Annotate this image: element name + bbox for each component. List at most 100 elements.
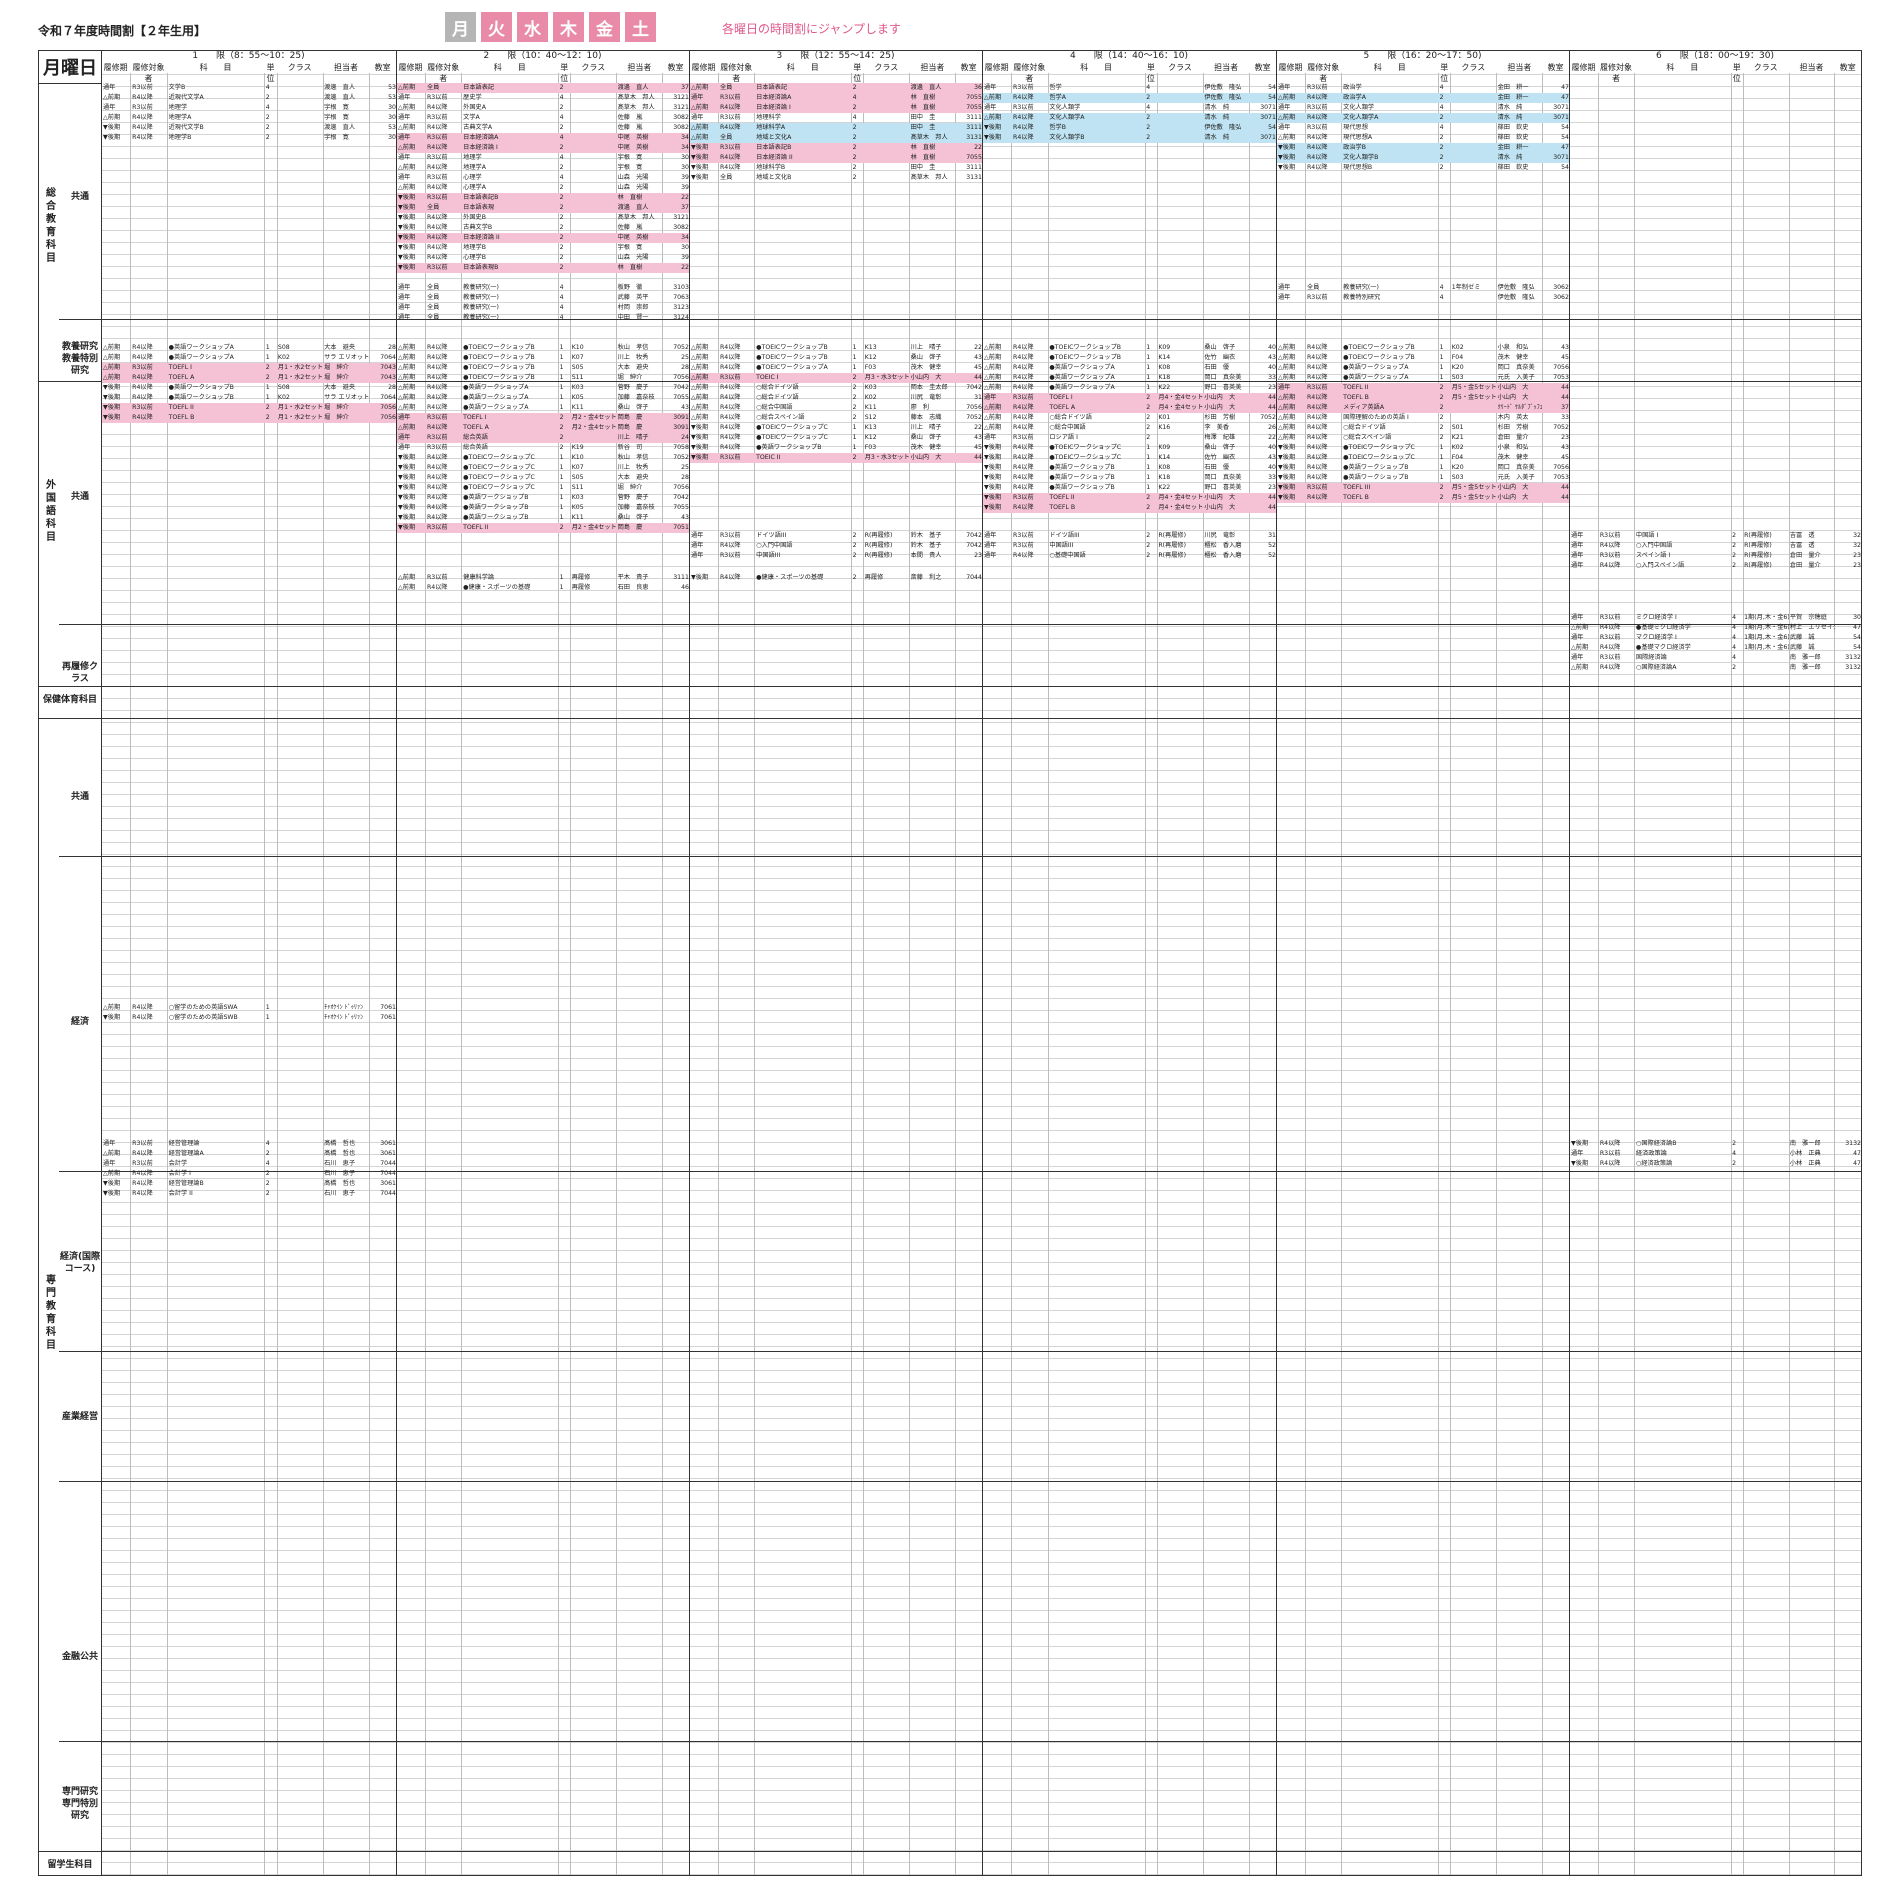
instructor-cell: 元氏 入美子: [1497, 374, 1535, 381]
class-cell: K18: [1158, 374, 1171, 381]
instructor-cell: 金田 耕一: [1497, 144, 1529, 151]
instructor-cell: 藤本 志織: [910, 414, 942, 421]
column-header: 教室: [369, 62, 396, 73]
target-cell: R4以降: [426, 384, 448, 391]
course-row: ▼後期 R3以前 TOEFL II 2 月2・金4セット 岡島 慶 7051: [397, 523, 689, 533]
course-row: 通年 R3以前 日本経済論A 4 林 直樹 7055: [690, 93, 982, 103]
day-button-wed[interactable]: 水: [517, 12, 548, 42]
column-header: 教室: [955, 62, 982, 73]
course-row: ▼後期 R4以降 ●TOEICワークショップC 1 S11 堀 紳介 7056: [397, 483, 689, 493]
credits-cell: 4: [1439, 294, 1444, 301]
target-cell: R4以降: [1013, 94, 1034, 101]
subject-cell: 地球科学B: [756, 164, 786, 171]
sub-specialized-research: 専門研究 専門特別研究: [61, 1787, 98, 1821]
room-cell: 54: [1561, 124, 1569, 131]
room-cell: 31: [1268, 532, 1276, 539]
subject-cell: 総合英語: [463, 434, 488, 441]
subject-cell: ●TOEICワークショップA: [756, 364, 828, 371]
course-row: △前期 R4以降 経営管理論A 2 髙橋 哲也 3061: [102, 1149, 396, 1159]
subject-cell: ●英語ワークショップB: [463, 514, 529, 521]
instructor-cell: 山森 光陽: [617, 174, 649, 181]
room-cell: 23: [1268, 384, 1276, 391]
room-cell: 7052: [966, 414, 982, 421]
class-cell: [1451, 143, 1497, 153]
term-cell: ▼後期: [691, 434, 709, 441]
subject-cell: ●TOEICワークショップC: [1049, 454, 1122, 461]
credits-cell: 4: [852, 114, 857, 121]
room-cell: 47: [1853, 624, 1861, 631]
class-cell: [571, 433, 617, 443]
instructor-cell: 髙草木 邦人: [617, 214, 655, 221]
subject-cell: ●英語ワークショップA: [1049, 384, 1115, 391]
course-row: 通年 全員 教養研究(一) 4 村岡 崇郎 3123: [397, 303, 689, 313]
subject-cell: ●英語ワークショップB: [1343, 474, 1409, 481]
period-3-header: 3 限（12：55～14：25): [776, 51, 895, 61]
column-header: 単位: [558, 62, 571, 83]
target-cell: R3以前: [1599, 614, 1621, 621]
class-cell: [571, 143, 617, 153]
class-cell: [1157, 433, 1203, 443]
room-cell: 28: [388, 384, 396, 391]
room-cell: 40: [1268, 464, 1276, 471]
term-cell: ▼後期: [398, 514, 416, 521]
subject-cell: 教養研究(一): [463, 284, 499, 291]
course-row: 通年 R3以前 ロシア語 I 2 梅澤 紀雄 22: [983, 433, 1276, 443]
credits-cell: 2: [559, 184, 564, 191]
day-button-thu[interactable]: 木: [553, 12, 584, 42]
class-cell: [571, 163, 617, 173]
class-cell: [1451, 163, 1497, 173]
credits-cell: 2: [265, 374, 270, 381]
room-cell: 54: [1853, 634, 1861, 641]
day-navigation: 月 火 水 木 金 土: [445, 12, 656, 42]
subject-cell: TOEFL A: [1049, 404, 1076, 411]
credits-cell: 1: [559, 354, 564, 361]
course-row: 通年 R3以前 中国語III 2 R(再履修) 本間 貴人 23: [690, 551, 982, 561]
column-header: 担当者: [616, 62, 663, 73]
course-row: 通年 R3以前 哲学 4 伊佐敷 隆弘 54: [983, 83, 1276, 93]
class-cell: K02: [277, 354, 290, 361]
subject-cell: ロシア語 I: [1049, 434, 1078, 441]
term-cell: 通年: [1571, 552, 1584, 559]
course-row: 通年 R3以前 ミクロ経済学 I 4 1期(月,木・金6) 平賀 宗穂庭 30: [1570, 613, 1861, 623]
instructor-cell: 川上 牧秀: [617, 354, 649, 361]
subject-cell: ○入門中国語: [756, 542, 793, 549]
term-cell: ▼後期: [1571, 1140, 1589, 1147]
subject-cell: 国際経済論: [1635, 654, 1667, 661]
credits-cell: 1: [559, 584, 564, 591]
instructor-cell: 佐竹 幽衣: [1204, 454, 1236, 461]
term-cell: △前期: [691, 414, 709, 421]
day-button-tue[interactable]: 火: [481, 12, 512, 42]
target-cell: R4以降: [1306, 394, 1328, 401]
room-cell: 31: [974, 394, 982, 401]
day-button-mon[interactable]: 月: [445, 12, 476, 42]
class-cell: 再履修: [571, 584, 591, 591]
target-cell: R4以降: [426, 514, 448, 521]
day-button-sat[interactable]: 土: [625, 12, 656, 42]
course-row: ▼後期 R3以前 日本語表記B 2 林 直樹 22: [690, 143, 982, 153]
instructor-cell: 南 雅一郎: [1789, 664, 1821, 671]
class-cell: K02: [1451, 344, 1464, 351]
target-cell: R4以降: [1306, 94, 1328, 101]
credits-cell: 2: [852, 164, 857, 171]
course-row: ▼後期 R4以降 ●英語ワークショップB 1 K22 野口 喜英美 23: [983, 483, 1276, 493]
course-row: ▼後期 R4以降 ●英語ワークショップB 1 K03 菅野 慶子 7042: [397, 493, 689, 503]
term-cell: △前期: [1278, 354, 1296, 361]
class-cell: K07: [571, 464, 584, 471]
course-row: ▼後期 R4以降 TOEFL B 2 月4・金4セット 小山内 大 44: [983, 503, 1276, 513]
term-cell: △前期: [398, 354, 416, 361]
course-row: △前期 R4以降 政治学A 2 金田 耕一 47: [1277, 93, 1569, 103]
course-row: △前期 R4以降 地理学A 2 宇根 寛 30: [397, 163, 689, 173]
instructor-cell: 金田 耕一: [1497, 94, 1529, 101]
day-button-fri[interactable]: 金: [589, 12, 620, 42]
instructor-cell: 田中 圭: [910, 164, 936, 171]
term-cell: 通年: [103, 1140, 116, 1147]
subject-cell: 地理学B: [168, 134, 192, 141]
class-cell: [864, 133, 910, 143]
term-cell: ▼後期: [398, 504, 416, 511]
term-cell: ▼後期: [984, 124, 1002, 131]
column-header: 履修期: [101, 62, 131, 73]
target-cell: R3以前: [426, 94, 448, 101]
course-row: △前期 R4以降 文化人類学A 2 清水 純 3071: [983, 113, 1276, 123]
target-cell: R4以降: [426, 394, 448, 401]
column-header: 科 目: [1047, 62, 1145, 73]
